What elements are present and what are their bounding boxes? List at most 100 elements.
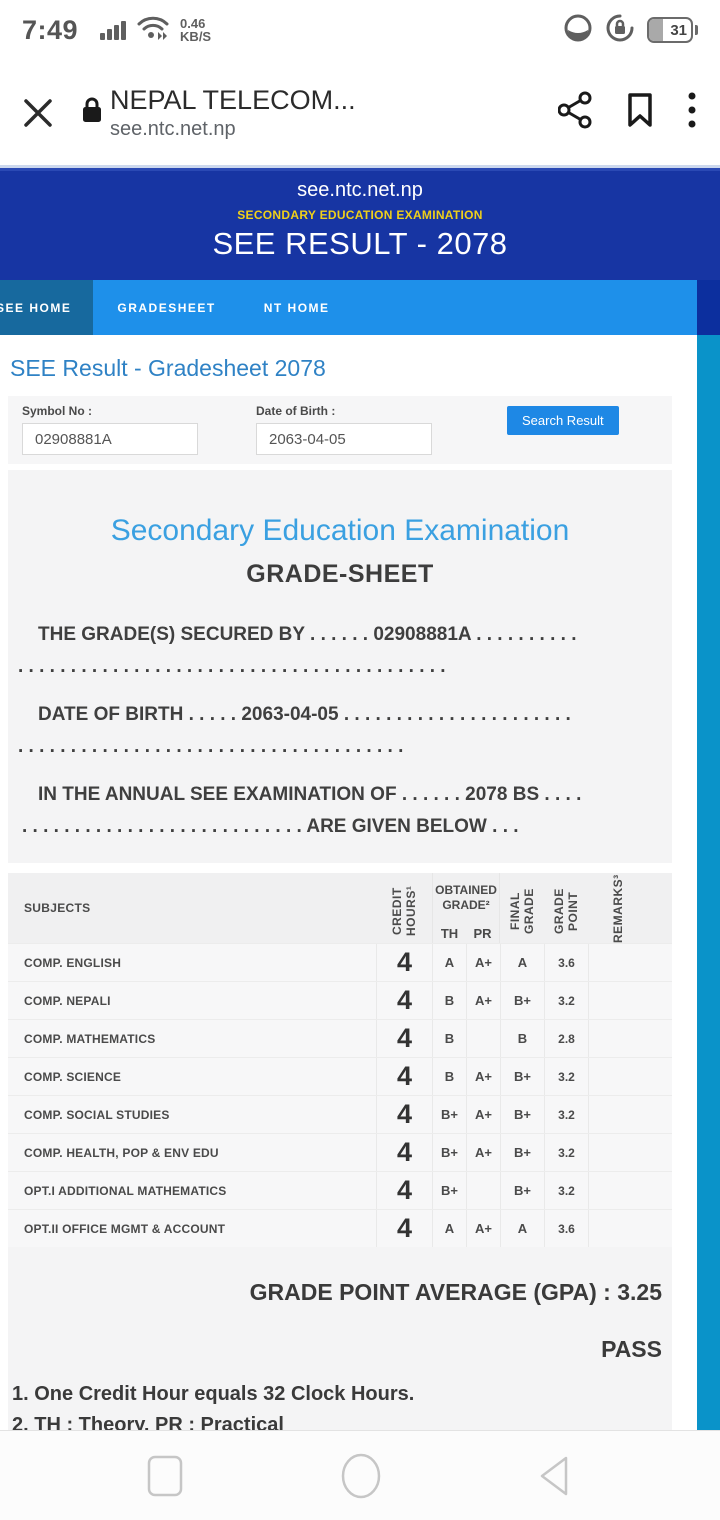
dob-line: DATE OF BIRTH . . . . . 2063-04-05 . . .… — [38, 704, 571, 725]
status-bar: 7:49 0.46 KB/S — [0, 0, 720, 60]
grade-point-cell: 3.2 — [544, 1172, 588, 1209]
browser-url[interactable]: see.ntc.net.np — [110, 117, 236, 140]
remarks-cell — [588, 1058, 648, 1095]
tab-nt-home[interactable]: NT HOME — [263, 300, 330, 315]
tab-gradesheet[interactable]: GRADESHEET — [117, 300, 216, 315]
final-grade-cell: B+ — [500, 1058, 544, 1095]
network-speed: 0.46 KB/S — [180, 16, 212, 44]
table-row: COMP. SOCIAL STUDIES 4 B+ A+ B+ 3.2 — [8, 1095, 672, 1133]
site-header: see.ntc.net.np SECONDARY EDUCATION EXAMI… — [0, 168, 720, 280]
table-row: OPT.I ADDITIONAL MATHEMATICS 4 B+ B+ 3.2 — [8, 1171, 672, 1209]
battery-icon: 31 — [647, 17, 693, 43]
th-grade-cell: B — [432, 982, 466, 1019]
grades-table: SUBJECTS CREDIT HOURS¹ OBTAINED GRADE² T… — [8, 873, 672, 1247]
remarks-cell — [588, 982, 648, 1019]
subject-cell: COMP. MATHEMATICS — [24, 1031, 156, 1046]
result-heading: SEE Result - Gradesheet 2078 — [10, 355, 326, 381]
page-edge-scroll-area — [697, 335, 720, 1430]
remarks-cell — [588, 1096, 648, 1133]
recents-button[interactable] — [147, 1454, 183, 1498]
webpage: see.ntc.net.np SECONDARY EDUCATION EXAMI… — [0, 168, 720, 1432]
exam-year-line: IN THE ANNUAL SEE EXAMINATION OF . . . .… — [38, 784, 582, 805]
credit-hours-cell: 4 — [376, 1210, 432, 1247]
final-grade-cell: B+ — [500, 1134, 544, 1171]
eye-comfort-icon — [563, 13, 593, 48]
cellular-signal-icon — [100, 20, 127, 40]
th-grade-cell: B+ — [432, 1172, 466, 1209]
grade-point-cell: 3.2 — [544, 1058, 588, 1095]
wifi-icon — [136, 14, 170, 47]
header-subjects: SUBJECTS — [24, 901, 91, 915]
remarks-cell — [588, 1172, 648, 1209]
pr-grade-cell — [466, 1172, 500, 1209]
battery-percent: 31 — [670, 21, 687, 39]
overflow-menu-icon[interactable] — [688, 91, 696, 134]
site-subtitle: SECONDARY EDUCATION EXAMINATION — [237, 208, 483, 222]
final-grade-cell: A — [500, 944, 544, 981]
header-th: TH — [440, 926, 459, 941]
th-grade-cell: B+ — [432, 1096, 466, 1133]
android-nav-bar — [0, 1430, 720, 1520]
site-navbar: SEE HOME GRADESHEET NT HOME — [0, 280, 697, 335]
symbol-no-input[interactable] — [22, 423, 198, 455]
footnotes: 1. One Credit Hour equals 32 Clock Hours… — [8, 1363, 672, 1432]
subject-cell: OPT.I ADDITIONAL MATHEMATICS — [24, 1183, 227, 1198]
pr-grade-cell: A+ — [466, 1210, 500, 1247]
credit-hours-cell: 4 — [376, 1096, 432, 1133]
table-row: COMP. NEPALI 4 B A+ B+ 3.2 — [8, 981, 672, 1019]
share-icon[interactable] — [557, 91, 592, 134]
pr-grade-cell: A+ — [466, 1134, 500, 1171]
browser-page-title: NEPAL TELECOM... — [110, 84, 356, 115]
site-title: SEE RESULT - 2078 — [212, 226, 508, 261]
gradesheet-intro: THE GRADE(S) SECURED BY . . . . . . 0290… — [8, 589, 672, 843]
grade-point-cell: 3.6 — [544, 1210, 588, 1247]
th-grade-cell: A — [432, 1210, 466, 1247]
search-form: Symbol No : Date of Birth : Search Resul… — [8, 396, 672, 464]
credit-hours-cell: 4 — [376, 982, 432, 1019]
grade-point-cell: 3.2 — [544, 982, 588, 1019]
final-grade-cell: B+ — [500, 982, 544, 1019]
secure-lock-icon — [80, 95, 104, 130]
grades-table-body: COMP. ENGLISH 4 A A+ A 3.6 COMP. NEPALI … — [8, 943, 672, 1247]
pr-grade-cell — [466, 1020, 500, 1057]
final-grade-cell: B+ — [500, 1172, 544, 1209]
search-result-button[interactable]: Search Result — [507, 406, 619, 435]
header-obtained-grade: OBTAINED GRADE² TH PR — [432, 873, 500, 943]
header-pr: PR — [473, 926, 492, 941]
bookmark-icon[interactable] — [626, 92, 654, 133]
header-grade-point: GRADE POINT — [552, 888, 580, 934]
table-row: COMP. HEALTH, POP & ENV EDU 4 B+ A+ B+ 3… — [8, 1133, 672, 1171]
close-tab-button[interactable] — [0, 95, 76, 131]
grade-point-cell: 3.2 — [544, 1096, 588, 1133]
table-row: COMP. MATHEMATICS 4 B B 2.8 — [8, 1019, 672, 1057]
credit-hours-cell: 4 — [376, 1058, 432, 1095]
home-button[interactable] — [340, 1452, 382, 1500]
header-final-grade: FINAL GRADE — [508, 888, 536, 934]
tab-see-home[interactable]: SEE HOME — [0, 280, 94, 335]
result-status: PASS — [601, 1336, 662, 1362]
grade-point-cell: 2.8 — [544, 1020, 588, 1057]
header-credit-hours: CREDIT HOURS¹ — [390, 885, 418, 937]
symbol-no-label: Symbol No : — [22, 404, 93, 418]
back-button[interactable] — [536, 1454, 572, 1498]
browser-toolbar: NEPAL TELECOM... see.ntc.net.np — [0, 60, 720, 168]
gradesheet-panel: Secondary Education Examination GRADE-SH… — [8, 470, 672, 1432]
footnote-1: 1. One Credit Hour equals 32 Clock Hours… — [12, 1383, 415, 1405]
pr-grade-cell: A+ — [466, 1058, 500, 1095]
remarks-cell — [588, 944, 648, 981]
secured-by-line: THE GRADE(S) SECURED BY . . . . . . 0290… — [38, 624, 577, 645]
pr-grade-cell: A+ — [466, 982, 500, 1019]
credit-hours-cell: 4 — [376, 1172, 432, 1209]
pr-grade-cell: A+ — [466, 944, 500, 981]
page-content: SEE Result - Gradesheet 2078 Symbol No :… — [0, 335, 697, 1432]
rotation-lock-icon — [605, 13, 635, 48]
subject-cell: COMP. ENGLISH — [24, 955, 122, 970]
th-grade-cell: B — [432, 1058, 466, 1095]
pr-grade-cell: A+ — [466, 1096, 500, 1133]
page-edge-navy — [697, 280, 720, 335]
table-row: COMP. ENGLISH 4 A A+ A 3.6 — [8, 943, 672, 981]
credit-hours-cell: 4 — [376, 944, 432, 981]
dob-input[interactable] — [256, 423, 432, 455]
th-grade-cell: A — [432, 944, 466, 981]
